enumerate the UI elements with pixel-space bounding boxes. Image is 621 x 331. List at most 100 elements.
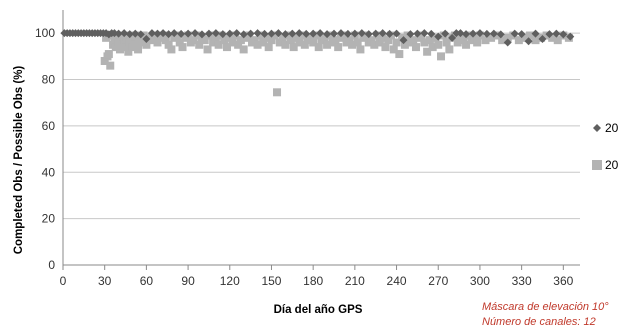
- point-square: [462, 40, 471, 49]
- point-square: [125, 38, 134, 47]
- gridlines: [63, 32, 580, 220]
- point-square: [306, 33, 315, 42]
- point-square: [289, 43, 298, 52]
- point-diamond: [552, 29, 561, 38]
- point-square: [548, 33, 557, 42]
- point-square: [487, 33, 496, 42]
- legend-label: 20: [605, 121, 619, 135]
- point-square: [147, 36, 156, 45]
- point-square: [267, 36, 276, 45]
- point-square: [311, 31, 320, 40]
- point-square: [121, 43, 130, 52]
- x-tick-label: 90: [181, 274, 195, 288]
- point-square: [498, 36, 507, 45]
- point-diamond: [120, 29, 129, 38]
- point-square: [211, 33, 220, 42]
- point-diamond: [316, 29, 325, 38]
- y-tick-label: 100: [35, 26, 55, 40]
- point-diamond: [302, 29, 311, 38]
- point-square: [189, 36, 198, 45]
- point-diamond: [330, 29, 339, 38]
- point-square: [525, 31, 534, 40]
- point-square: [481, 36, 490, 45]
- point-square: [492, 31, 501, 40]
- point-square: [334, 43, 343, 52]
- point-square: [425, 36, 434, 45]
- point-square: [400, 40, 409, 49]
- point-square: [361, 31, 370, 40]
- point-square: [115, 45, 124, 54]
- point-diamond: [448, 33, 457, 42]
- x-tick-label: 150: [261, 274, 281, 288]
- x-tick-label: 210: [345, 274, 365, 288]
- point-square: [122, 33, 131, 42]
- point-diamond: [441, 29, 450, 38]
- point-diamond: [136, 30, 145, 39]
- point-square: [459, 36, 468, 45]
- point-diamond: [452, 29, 461, 38]
- point-diamond: [406, 30, 415, 39]
- point-square: [264, 43, 273, 52]
- point-diamond: [153, 29, 162, 38]
- point-square: [102, 33, 111, 42]
- point-diamond: [204, 29, 213, 38]
- point-diamond: [253, 29, 262, 38]
- point-square: [542, 31, 551, 40]
- point-diamond: [323, 30, 332, 39]
- point-diamond: [413, 29, 422, 38]
- point-square: [167, 45, 176, 54]
- point-square: [395, 50, 404, 59]
- point-diamond: [232, 29, 241, 38]
- legend-label: 20: [605, 158, 619, 172]
- point-square: [136, 38, 145, 47]
- point-square: [434, 40, 443, 49]
- point-diamond: [357, 29, 366, 38]
- point-diamond: [427, 29, 436, 38]
- point-square: [222, 43, 231, 52]
- point-diamond: [392, 29, 401, 38]
- point-diamond: [225, 29, 234, 38]
- point-square: [256, 31, 265, 40]
- point-square: [320, 33, 329, 42]
- point-diamond: [309, 29, 318, 38]
- point-diamond: [456, 29, 465, 38]
- point-square: [150, 31, 159, 40]
- series-0-points: [60, 29, 575, 47]
- x-tick-label: 30: [98, 274, 112, 288]
- point-diamond: [211, 29, 220, 38]
- point-square: [295, 38, 304, 47]
- point-diamond: [496, 30, 505, 39]
- point-square: [331, 36, 340, 45]
- point-diamond: [545, 30, 554, 39]
- point-diamond: [288, 29, 297, 38]
- point-diamond: [147, 29, 156, 38]
- point-square: [367, 36, 376, 45]
- point-diamond: [125, 30, 134, 39]
- point-diamond: [531, 29, 540, 38]
- series-1-points: [100, 31, 573, 97]
- channels-note: Número de canales: 12: [482, 316, 596, 328]
- point-square: [553, 36, 562, 45]
- point-diamond: [142, 34, 151, 43]
- point-square: [464, 31, 473, 40]
- point-diamond: [489, 29, 498, 38]
- point-square: [135, 33, 144, 42]
- point-square: [124, 47, 133, 56]
- point-square: [172, 31, 181, 40]
- point-square: [423, 47, 432, 56]
- point-diamond: [566, 32, 575, 41]
- point-square: [309, 38, 318, 47]
- elevation-mask-note: Máscara de elevación 10°: [482, 301, 609, 313]
- point-diamond: [164, 30, 173, 39]
- point-square: [339, 31, 348, 40]
- point-square: [236, 36, 245, 45]
- y-tick-label: 0: [48, 258, 55, 272]
- point-square: [428, 43, 437, 52]
- point-diamond: [260, 29, 269, 38]
- point-square: [203, 45, 212, 54]
- point-diamond: [475, 29, 484, 38]
- x-tick-label: 60: [140, 274, 154, 288]
- point-diamond: [336, 29, 345, 38]
- point-square: [100, 57, 109, 65]
